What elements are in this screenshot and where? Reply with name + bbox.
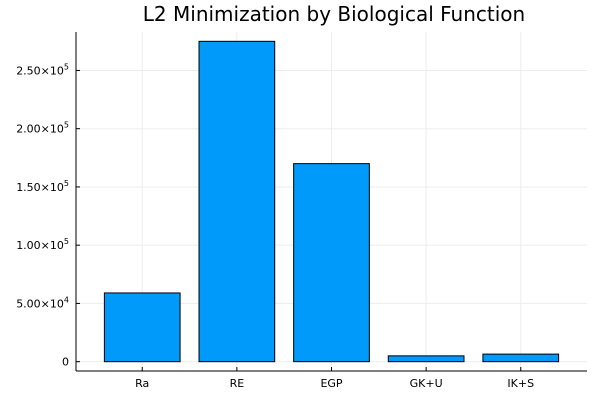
x-tick-label: GK+U <box>410 377 443 390</box>
y-tick-label: 2.50×105 <box>16 62 69 77</box>
bar-re <box>198 40 276 363</box>
x-tick-label: IK+S <box>507 377 534 390</box>
y-tick-label: 1.50×105 <box>16 179 69 194</box>
y-tick-label: 1.00×105 <box>16 237 69 252</box>
bar-ra <box>103 292 181 363</box>
y-tick-label: 5.00×104 <box>16 295 69 310</box>
y-tick-label: 0 <box>62 356 69 369</box>
tick-labels: 0 5.00×104 1.00×105 1.50×105 2.00×105 2.50×10… <box>16 62 534 390</box>
bar-egp <box>293 163 370 363</box>
y-tick-label: 2.00×105 <box>16 121 69 136</box>
axes <box>75 32 587 372</box>
x-tick-label: Ra <box>135 377 149 390</box>
x-tick-label: EGP <box>320 377 342 390</box>
x-tick-label: RE <box>230 377 245 390</box>
bar-gk-u <box>387 355 465 363</box>
bars <box>103 40 560 363</box>
chart-title: L2 Minimization by Biological Function <box>143 2 525 26</box>
bar-ik-s <box>482 353 560 363</box>
